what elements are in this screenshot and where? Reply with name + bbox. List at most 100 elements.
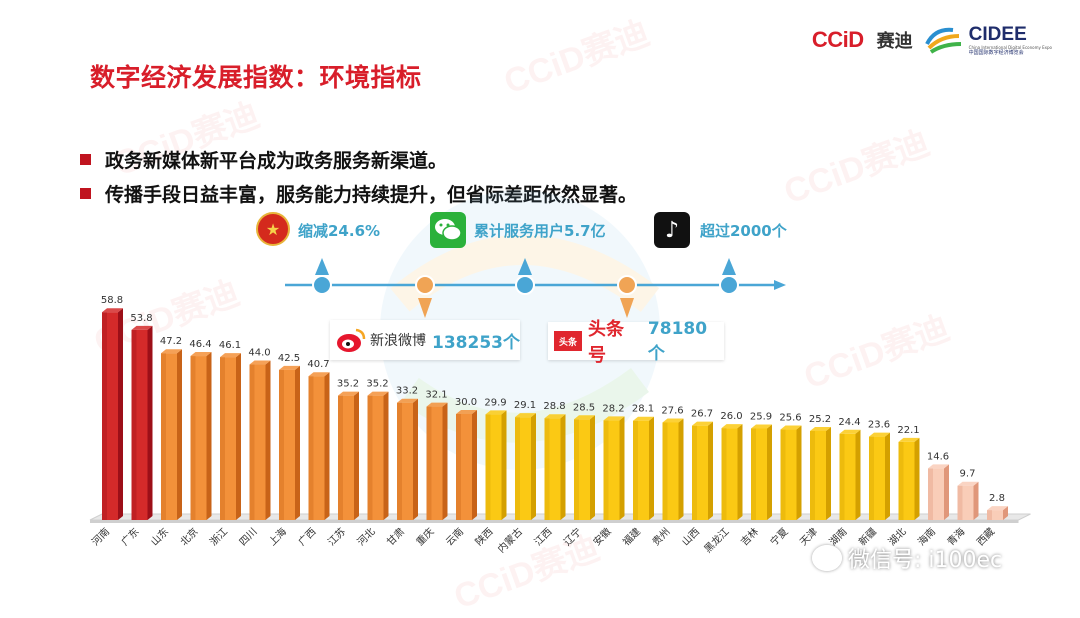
category-label: 山东 <box>148 525 171 548</box>
toutiao-icon: 头条 <box>554 331 582 351</box>
category-label: 甘肃 <box>384 525 407 548</box>
category-label: 江西 <box>532 526 555 549</box>
bar-value-label: 35.2 <box>337 379 359 390</box>
bar <box>367 391 389 520</box>
category-label: 广东 <box>118 525 141 548</box>
chart-floor-edge <box>90 520 1019 523</box>
bar <box>839 429 861 520</box>
category-label: 重庆 <box>413 525 436 548</box>
toutiao-card: 头条 头条号 78180个 <box>548 319 724 366</box>
bar-value-label: 30.0 <box>455 397 477 408</box>
category-label: 四川 <box>238 526 260 548</box>
bar <box>603 416 625 520</box>
bar <box>456 410 477 520</box>
timeline-marker-up <box>515 258 535 295</box>
bars-group <box>102 308 1008 520</box>
bar-value-label: 44.0 <box>248 348 270 359</box>
bar <box>426 402 448 520</box>
bar-value-label: 26.7 <box>691 409 713 420</box>
bar-value-label: 27.6 <box>661 405 683 416</box>
timeline-label-tiktok: 超过2000个 <box>700 222 787 240</box>
bar <box>957 481 979 520</box>
brand-logos: CCiD 赛迪 CIDEE China International Digita… <box>812 18 1052 62</box>
category-label: 陕西 <box>472 525 495 548</box>
bar <box>102 308 123 520</box>
bar-value-label: 29.9 <box>484 397 506 408</box>
bar-value-label: 53.8 <box>130 313 152 324</box>
category-label: 宁夏 <box>767 525 790 548</box>
cidee-emblem-icon <box>924 27 961 54</box>
category-label: 广西 <box>296 526 319 549</box>
bar <box>810 426 831 520</box>
timeline-marker-down <box>415 275 435 318</box>
category-label: 山西 <box>679 526 702 549</box>
timeline-label-wechat: 累计服务用户5.7亿 <box>474 222 606 240</box>
category-label: 浙江 <box>207 526 230 549</box>
tiktok-icon: ♪ <box>654 212 690 248</box>
timeline <box>285 258 786 318</box>
weibo-card: 新浪微博 138253个 <box>330 320 520 360</box>
bar <box>544 414 566 520</box>
bar <box>485 410 507 520</box>
timeline-marker-up <box>719 258 739 295</box>
bar-value-label: 22.1 <box>897 425 919 436</box>
category-label: 云南 <box>443 525 466 548</box>
bar-value-label: 35.2 <box>366 379 388 390</box>
category-label: 福建 <box>620 525 643 548</box>
cidee-logo: CIDEE China International Digital Econom… <box>923 24 1052 56</box>
bar <box>574 415 595 520</box>
bar-value-label: 28.8 <box>543 401 565 412</box>
category-label: 吉林 <box>738 525 761 548</box>
bar-value-label: 46.4 <box>189 339 211 350</box>
timeline-marker-up <box>312 258 332 295</box>
ccid-logo-cn: 赛迪 <box>876 31 913 52</box>
cidee-subtitle-en: China International Digital Economy Expo <box>968 44 1052 50</box>
category-label: 河南 <box>89 525 112 548</box>
bar <box>338 391 359 520</box>
bar <box>721 424 743 520</box>
ccid-logo: CCiD <box>811 27 864 52</box>
bar-value-label: 46.1 <box>219 340 241 351</box>
bar <box>662 418 684 520</box>
weibo-name: 新浪微博 <box>370 333 426 349</box>
bar-value-label: 58.8 <box>101 295 123 306</box>
bullet-item: 政务新媒体新平台成为政务服务新渠道。 <box>80 142 637 176</box>
bar-value-label: 25.9 <box>750 411 772 422</box>
bar-value-label: 24.4 <box>838 417 860 428</box>
bar <box>161 349 182 520</box>
bar-value-labels: 58.8 53.8 47.2 46.4 46.1 44.0 42.5 40.7 35.2 35.2… <box>101 295 1005 504</box>
bar <box>633 416 654 520</box>
bar <box>987 506 1008 520</box>
category-label: 安徽 <box>590 525 613 548</box>
bar <box>249 360 271 520</box>
bar-value-label: 33.2 <box>396 386 418 397</box>
wechat-watermark-text: 微信号: i100ec <box>848 548 1003 573</box>
bar-value-label: 32.1 <box>425 390 447 401</box>
bar-value-label: 47.2 <box>160 336 182 347</box>
wechat-icon <box>430 212 466 248</box>
bullet-text: 政务新媒体新平台成为政务服务新渠道。 <box>105 149 448 172</box>
category-label: 河北 <box>355 526 378 549</box>
bullet-square-icon <box>80 153 91 165</box>
bar-value-label: 9.7 <box>960 469 976 480</box>
weibo-value: 138253个 <box>432 332 520 353</box>
timeline-marker-down <box>617 275 637 318</box>
weibo-icon <box>337 328 366 352</box>
page-title: 数字经济发展指数：环境指标 <box>90 63 422 92</box>
category-label: 上海 <box>266 525 289 548</box>
timeline-label-emblem: 缩减24.6% <box>298 222 381 240</box>
timeline-arrow-icon <box>774 280 786 290</box>
cidee-subtitle-cn: 中国国际数字经济博览会 <box>968 49 1024 56</box>
wechat-watermark: 微信号: i100ec <box>812 542 1002 574</box>
bar <box>308 372 330 520</box>
wechat-bubble-icon <box>812 545 842 571</box>
cidee-title: CIDEE <box>968 23 1027 45</box>
bar-value-label: 40.7 <box>307 359 329 370</box>
category-label: 贵州 <box>649 525 672 548</box>
bar <box>928 464 949 520</box>
bar <box>751 424 772 520</box>
toutiao-name: 头条号 <box>587 319 624 366</box>
category-label: 北京 <box>177 525 200 548</box>
bar <box>397 398 418 520</box>
